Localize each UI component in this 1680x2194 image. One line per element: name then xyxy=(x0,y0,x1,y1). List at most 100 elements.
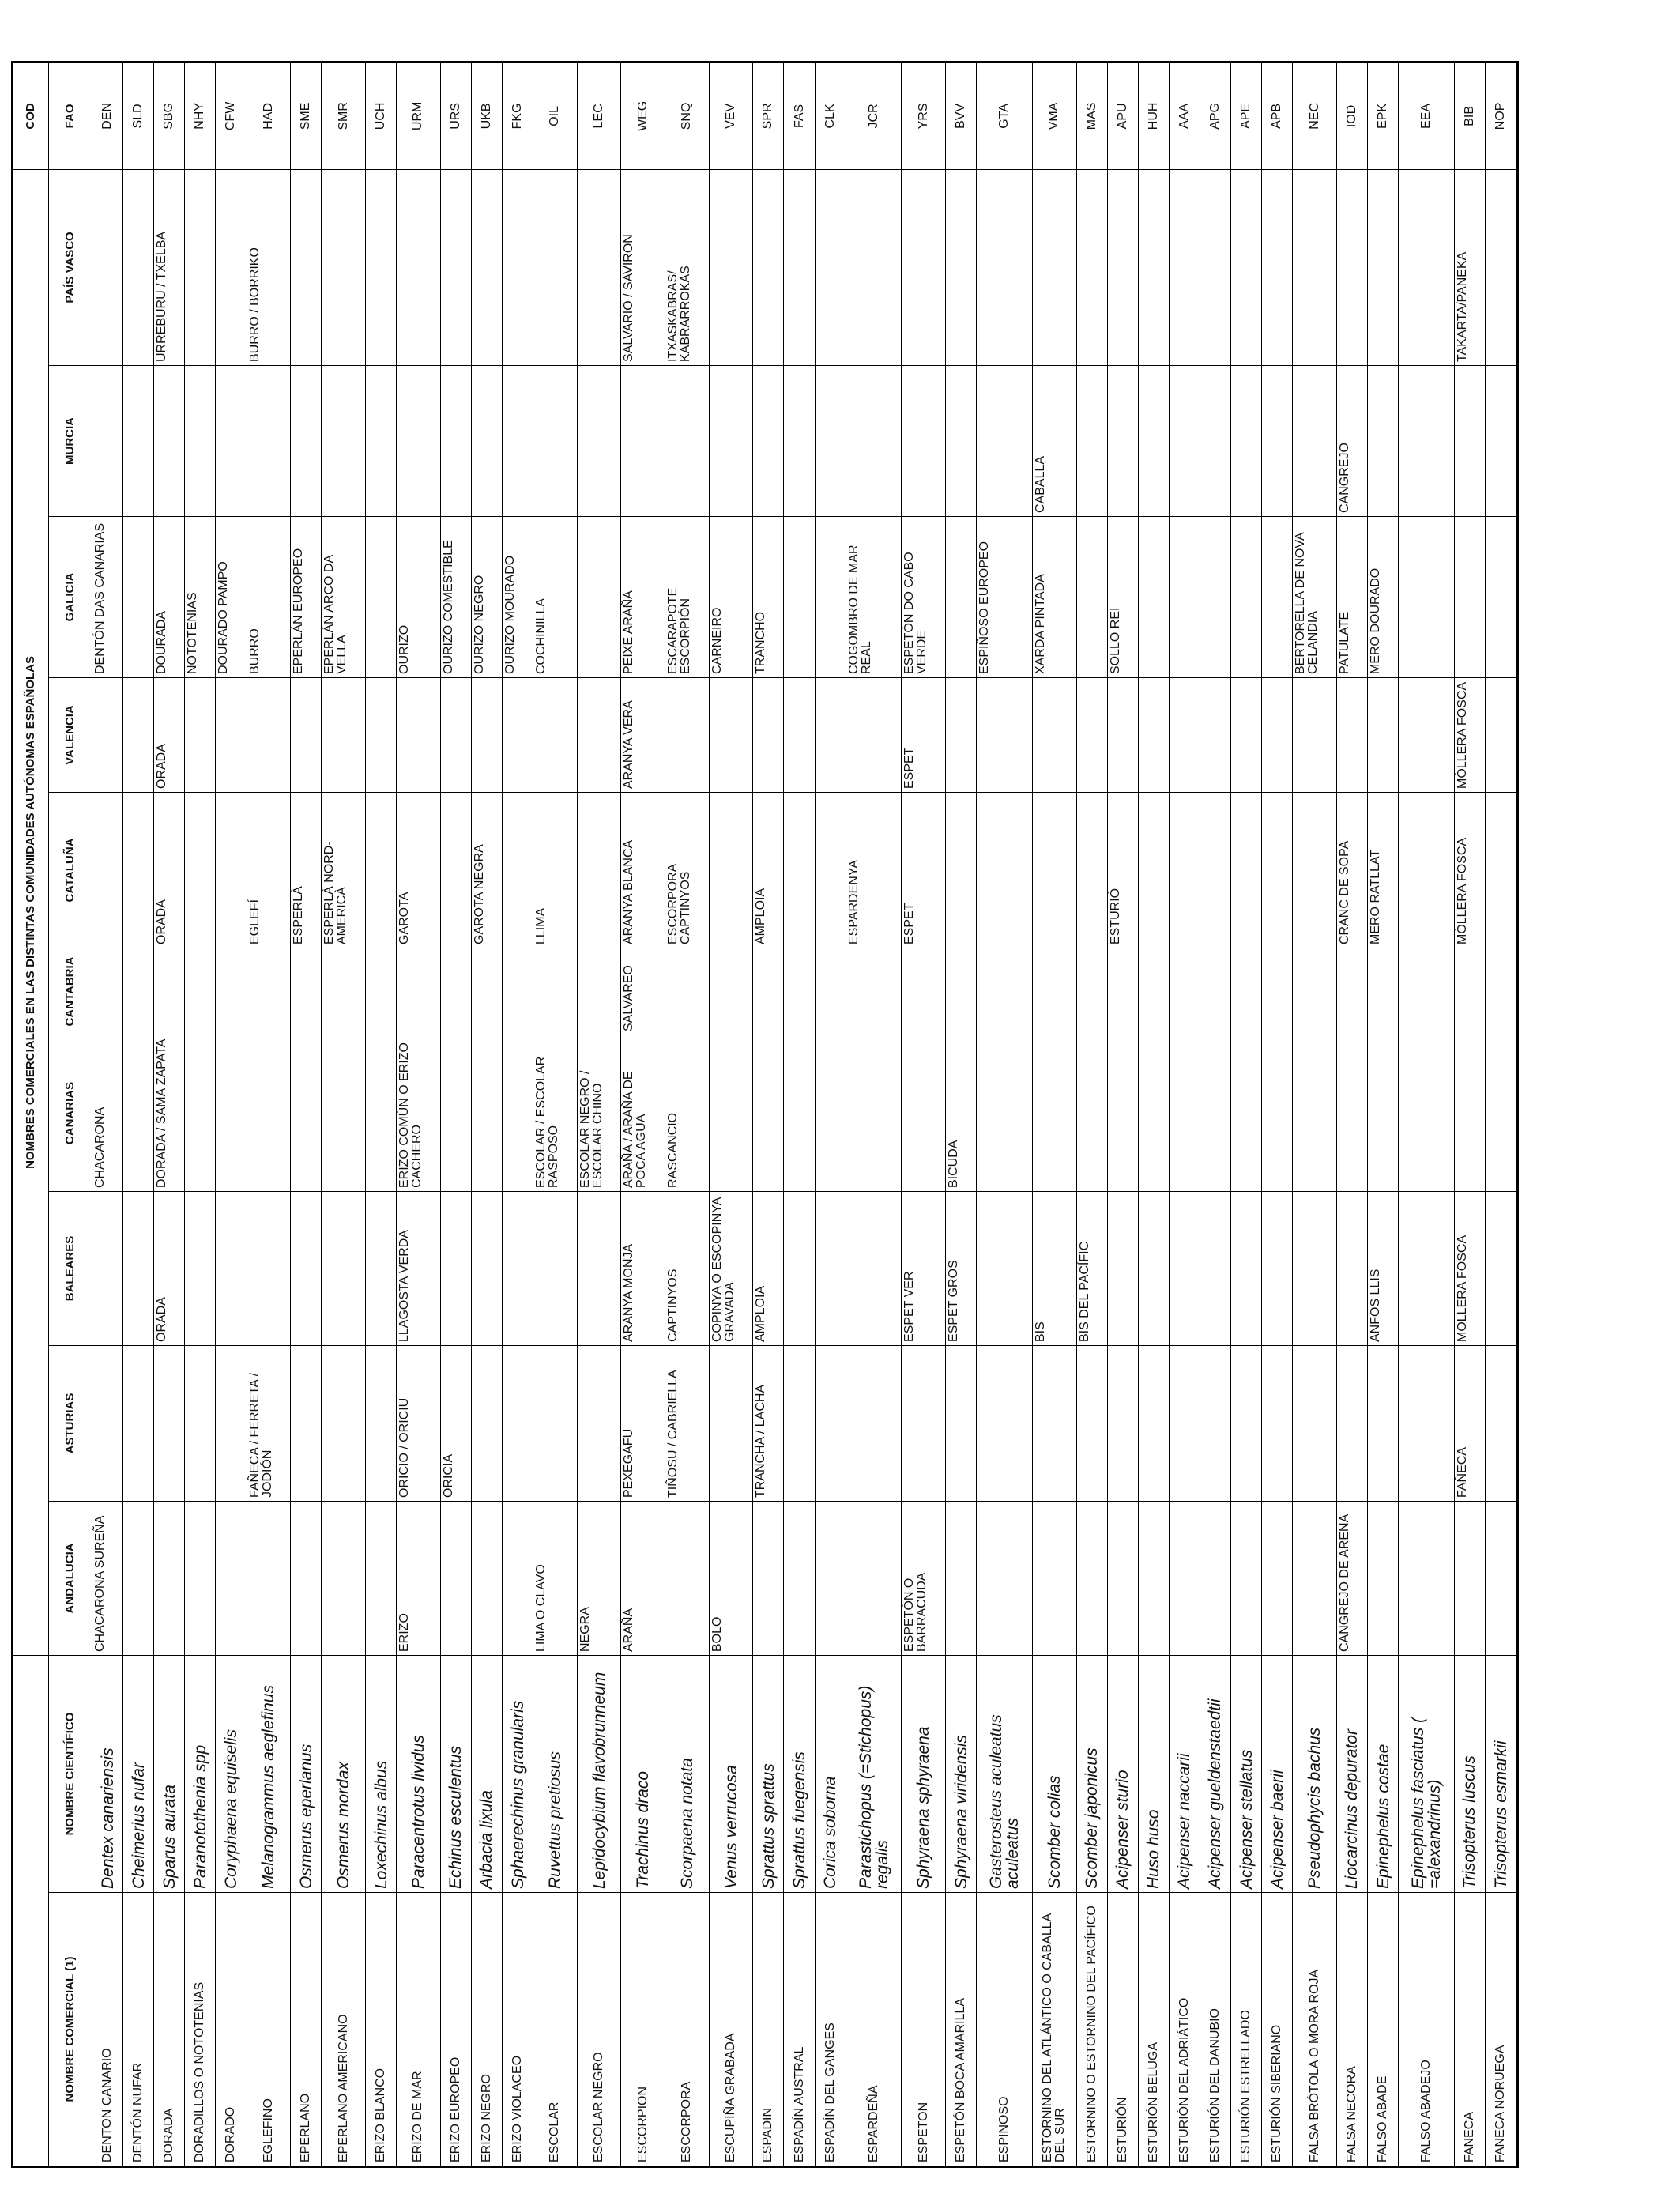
empty-cell xyxy=(1032,677,1076,793)
empty-cell xyxy=(846,365,902,517)
cod-header: COD xyxy=(12,62,49,170)
empty-cell xyxy=(1292,365,1337,517)
empty-cell xyxy=(321,677,366,793)
empty-cell xyxy=(815,1345,846,1502)
empty-cell xyxy=(783,1501,816,1656)
cell: SNQ xyxy=(665,62,710,170)
empty-cell xyxy=(1367,677,1399,793)
table-row: FALSA BRÓTOLA O MORA ROJA Pseudophycis ba… xyxy=(1292,62,1337,2167)
column-header: MURCIA xyxy=(48,365,92,517)
cell: CANGREJO xyxy=(1336,365,1368,517)
empty-cell xyxy=(321,1035,366,1192)
cell: GTA xyxy=(976,62,1033,170)
empty-cell xyxy=(1367,948,1399,1035)
cell: ORADA xyxy=(153,1191,185,1346)
cell: VEV xyxy=(709,62,753,170)
empty-cell xyxy=(1454,516,1486,678)
cell: ERIZO COMÚN O ERIZO CACHERO xyxy=(396,1035,441,1192)
empty-cell xyxy=(945,1345,977,1502)
cell: Epinephelus costae xyxy=(1367,1655,1399,1893)
empty-cell xyxy=(1336,1035,1368,1192)
empty-cell xyxy=(1261,677,1293,793)
empty-cell xyxy=(533,1191,578,1346)
cell: BVV xyxy=(945,62,977,170)
empty-cell xyxy=(365,677,397,793)
empty-cell xyxy=(1076,169,1108,366)
empty-cell xyxy=(577,677,621,793)
empty-cell xyxy=(901,948,946,1035)
empty-cell xyxy=(247,1501,291,1656)
empty-cell xyxy=(945,948,977,1035)
cell: FANECA NORUEGA xyxy=(1485,1892,1518,2167)
empty-cell xyxy=(1230,365,1262,517)
cell: CAPTINYOS xyxy=(665,1191,710,1346)
empty-cell xyxy=(1107,169,1139,366)
cell: CHACARONA SUREÑA xyxy=(92,1501,123,1656)
empty-cell xyxy=(815,792,846,948)
table-row: ESTURIÓN DEL DANUBIO Acipenser gueldensta… xyxy=(1200,62,1231,2167)
empty-cell xyxy=(1336,1191,1368,1346)
empty-cell xyxy=(1107,677,1139,793)
empty-cell xyxy=(846,1191,902,1346)
empty-cell xyxy=(815,1501,846,1656)
empty-cell xyxy=(1292,169,1337,366)
empty-cell xyxy=(1230,792,1262,948)
empty-cell xyxy=(1485,169,1518,366)
cell: ERIZO DE MAR xyxy=(396,1892,441,2167)
cell: SLD xyxy=(122,62,154,170)
column-header: VALENCIA xyxy=(48,677,92,793)
cell: MÒLLERA FOSCA xyxy=(1454,677,1486,793)
empty-cell xyxy=(976,948,1033,1035)
table-row: ESCORPION Trachinus draco ARAÑA PEXEGAFU ARA… xyxy=(620,62,665,2167)
cell: ESCORPORA xyxy=(665,1892,710,2167)
empty-cell xyxy=(1336,948,1368,1035)
cell: CLK xyxy=(815,62,846,170)
empty-cell xyxy=(440,1191,472,1346)
cell: CHACARONA xyxy=(92,1035,123,1192)
empty-cell xyxy=(1485,677,1518,793)
cell: FKG xyxy=(502,62,533,170)
empty-cell xyxy=(1336,169,1368,366)
table-row: ESTURIÓN ESTRELLADO Acipenser stellatus AP… xyxy=(1230,62,1262,2167)
empty-cell xyxy=(321,1191,366,1346)
empty-cell xyxy=(502,169,533,366)
cell: ORADA xyxy=(153,677,185,793)
empty-cell xyxy=(215,792,247,948)
empty-cell xyxy=(1454,1501,1486,1656)
cell: EPERLÁN EUROPEO xyxy=(290,516,322,678)
table-row: EGLEFINO Melanogrammus aeglefinus FAÑECA /… xyxy=(247,62,291,2167)
cell: Paranotothenia spp xyxy=(184,1655,216,1893)
cell: ESTURIÓN SIBERIANO xyxy=(1261,1892,1293,2167)
cell: EPERLANO xyxy=(290,1892,322,2167)
empty-cell xyxy=(945,365,977,517)
cell: MOLLERA FOSCA xyxy=(1454,1191,1486,1346)
table-row: ESPETÓN BOCA AMARILLA Sphyraena viridensi… xyxy=(945,62,977,2167)
cell: FALSO ABADE xyxy=(1367,1892,1399,2167)
cell: ERIZO EUROPEO xyxy=(440,1892,472,2167)
empty-cell xyxy=(365,1345,397,1502)
cell: NEC xyxy=(1292,62,1337,170)
empty-cell xyxy=(1169,1345,1200,1502)
empty-cell xyxy=(1292,948,1337,1035)
empty-cell xyxy=(290,1191,322,1346)
empty-cell xyxy=(1485,1345,1518,1502)
cell: APE xyxy=(1230,62,1262,170)
cell: Gasterosteus aculeatus aculeatus xyxy=(976,1655,1033,1893)
empty-cell xyxy=(153,948,185,1035)
cell: Huso huso xyxy=(1138,1655,1170,1893)
empty-cell xyxy=(1292,1345,1337,1502)
table-row: FALSO ABADEJO Epinephelus fasciatus ( =al… xyxy=(1398,62,1455,2167)
empty-cell xyxy=(1398,948,1455,1035)
empty-cell xyxy=(815,948,846,1035)
cell: COPINYA O ESCOPINYA GRAVADA xyxy=(709,1191,753,1346)
empty-cell xyxy=(815,1035,846,1192)
cell: GAROTA xyxy=(396,792,441,948)
species-table: NOMBRES COMERCIALES EN LAS DISTINTAS COM… xyxy=(11,60,1519,2168)
empty-cell xyxy=(1200,792,1231,948)
cell: ESPIÑOSO EUROPEO xyxy=(976,516,1033,678)
cell: EGLEFÍ xyxy=(247,792,291,948)
cell: Osmerus mordax xyxy=(321,1655,366,1893)
empty-cell xyxy=(783,516,816,678)
empty-cell xyxy=(815,1191,846,1346)
cell: TIÑOSU / CABRIELLA xyxy=(665,1345,710,1502)
